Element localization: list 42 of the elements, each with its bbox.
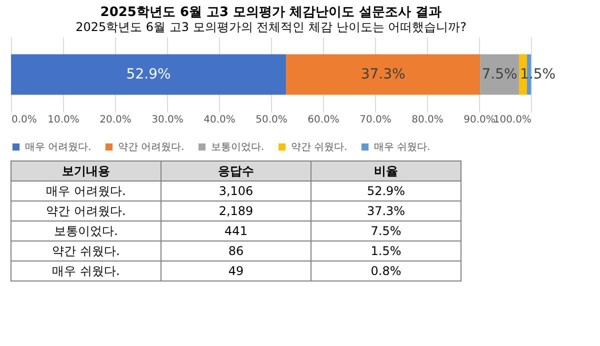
legend-label: 보통이었다.: [211, 142, 264, 153]
text: 매우 쉬웠다.: [52, 264, 120, 278]
x-tick-label: 60.0%: [308, 114, 340, 126]
x-tick-label: 10.0%: [48, 114, 80, 126]
x-tick-label: 40.0%: [204, 114, 236, 126]
data-label: 7.5%: [482, 66, 518, 82]
x-tick-label: 50.0%: [256, 114, 288, 126]
bar: [286, 54, 480, 95]
x-tick-label: 30.0%: [152, 114, 184, 126]
chart-title: 2025학년도 6월 고3 모의평가 체감난이도 설문조사 결과: [100, 5, 442, 20]
x-tick-label: 90.0%: [464, 114, 496, 126]
data-label: 37.3%: [360, 66, 406, 82]
bar: [480, 54, 520, 95]
text: 응답수: [218, 164, 254, 178]
text: 86: [228, 244, 244, 258]
text: 1.5%: [370, 244, 402, 258]
data-label: 52.9%: [126, 66, 171, 82]
text: 2,189: [218, 204, 254, 218]
text: 보기내용: [62, 164, 110, 178]
text: 49: [228, 264, 244, 278]
text: 매우 어려웠다.: [46, 184, 126, 198]
text: 52.9%: [366, 184, 406, 198]
x-tick-label: 20.0%: [100, 114, 132, 126]
legend-label: 약간 어려웠다.: [118, 142, 184, 153]
legend-label: 매우 어려웠다.: [25, 142, 92, 153]
text: 37.3%: [366, 204, 406, 218]
text: 약간 쉬웠다.: [52, 244, 120, 258]
legend-label: 매우 쉬웠다.: [374, 142, 430, 153]
x-tick-label: 0.0%: [12, 114, 37, 126]
text: 441: [224, 224, 248, 238]
text: 비율: [374, 164, 398, 178]
text: 약간 어려웠다.: [46, 204, 126, 218]
text: 0.8%: [370, 264, 402, 278]
x-tick-label: 80.0%: [412, 114, 444, 126]
text: 3,106: [218, 184, 254, 198]
text: 보통이었다.: [54, 224, 118, 238]
legend-label: 약간 쉬웠다.: [291, 142, 348, 153]
bar: [11, 54, 286, 95]
chart-subtitle: 2025학년도 6월 고3 모의평가의 전체적인 체감 난이도는 어떠했습니까?: [76, 20, 466, 34]
text: 7.5%: [370, 224, 402, 238]
x-tick-label: 70.0%: [360, 114, 392, 126]
x-tick-label: 100.0%: [493, 114, 532, 126]
